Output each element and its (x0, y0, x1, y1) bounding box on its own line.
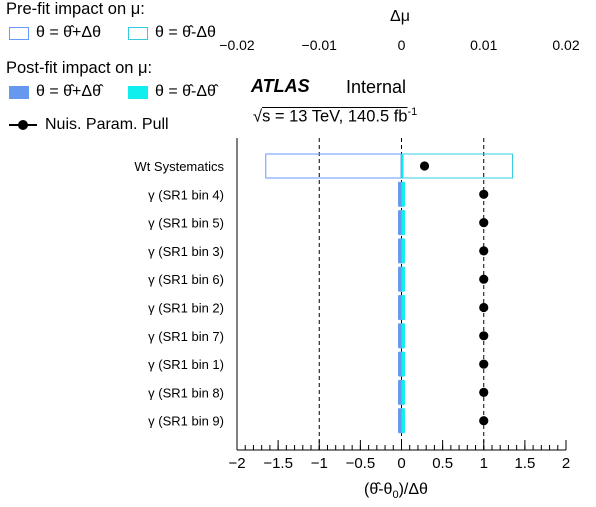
postfit-down-bar (401, 323, 405, 348)
parameter-label: Wt Systematics (134, 159, 224, 174)
postfit-down-entry: θ = θ̂-Δθ̂ (128, 83, 216, 101)
parameter-label: γ (SR1 bin 3) (148, 244, 224, 259)
bottom-axis-title-sub: 0 (392, 489, 399, 502)
lumi-exponent: -1 (407, 106, 418, 118)
postfit-up-bar (398, 210, 402, 235)
parameter-label: γ (SR1 bin 8) (148, 385, 224, 400)
parameter-label: γ (SR1 bin 6) (148, 272, 224, 287)
bottom-tick-label: −1.5 (263, 455, 293, 472)
pull-point (479, 302, 489, 313)
pull-point (479, 387, 489, 397)
postfit-up-bar (398, 267, 402, 292)
lumi-text: s = 13 TeV, 140.5 fb (262, 107, 408, 126)
prefit-up-swatch (9, 26, 29, 40)
top-tick-label: 0.01 (470, 37, 497, 53)
prefit-up-bar (265, 153, 402, 179)
prefit-down-entry: θ = θ̂-Δθ (128, 24, 216, 42)
postfit-down-swatch (128, 85, 148, 99)
postfit-up-bar (398, 295, 402, 320)
postfit-up-bar (398, 408, 402, 433)
bottom-axis-title: (θ̂-θ0)/Δθ (364, 481, 428, 501)
postfit-down-bar (401, 380, 405, 405)
top-axis-title: Δμ (390, 8, 410, 25)
prefit-up-label: θ = θ̂+Δθ (36, 24, 101, 41)
lumi-label: √s = 13 TeV, 140.5 fb-1 (253, 106, 417, 127)
pull-point (479, 359, 489, 369)
top-tick-label: 0.02 (552, 37, 579, 53)
pull-point (479, 274, 489, 284)
postfit-up-bar (398, 352, 402, 377)
top-tick-label: −0.01 (302, 37, 338, 53)
pull-label: Nuis. Param. Pull (45, 116, 169, 133)
bottom-axis-title-main: (θ̂-θ (364, 481, 393, 498)
bottom-tick-label: 0.5 (432, 455, 453, 472)
bottom-tick-label: 2 (562, 455, 570, 472)
pull-point (479, 416, 489, 426)
postfit-down-bar (401, 238, 405, 263)
top-tick-label: −0.02 (219, 37, 255, 53)
prefit-down-bar (401, 153, 514, 179)
bottom-tick-label: −1 (311, 455, 328, 472)
postfit-up-entry: θ = θ̂+Δθ̂ (9, 83, 101, 101)
pull-marker-icon (9, 118, 37, 132)
postfit-up-bar (398, 182, 402, 207)
pull-point (479, 246, 489, 256)
postfit-up-label: θ = θ̂+Δθ̂ (36, 83, 101, 100)
pull-entry: Nuis. Param. Pull (9, 116, 169, 134)
bottom-tick-label: 1 (480, 455, 488, 472)
top-tick-label: 0 (398, 37, 406, 53)
postfit-up-bar (398, 323, 402, 348)
parameter-label: γ (SR1 bin 7) (148, 329, 224, 344)
prefit-down-label: θ = θ̂-Δθ (155, 24, 216, 41)
prefit-up-entry: θ = θ̂+Δθ (9, 24, 101, 42)
postfit-down-label: θ = θ̂-Δθ̂ (155, 83, 216, 100)
bottom-tick-label: 0 (397, 455, 405, 472)
postfit-down-bar (401, 352, 405, 377)
bottom-axis-title-end: )/Δθ (398, 481, 428, 498)
prefit-down-swatch (128, 26, 148, 40)
bottom-tick-label: −0.5 (346, 455, 376, 472)
pull-point (479, 218, 489, 228)
postfit-down-bar (401, 408, 405, 433)
parameter-label: γ (SR1 bin 4) (148, 187, 224, 202)
bottom-tick-label: 1.5 (514, 455, 535, 472)
postfit-down-bar (401, 154, 404, 178)
bottom-tick-label: −2 (228, 455, 245, 472)
postfit-down-bar (401, 295, 405, 320)
postfit-up-swatch (9, 85, 29, 99)
parameter-label: γ (SR1 bin 2) (148, 301, 224, 316)
postfit-down-bar (401, 182, 405, 207)
postfit-down-bar (401, 267, 405, 292)
parameter-label: γ (SR1 bin 1) (148, 357, 224, 372)
postfit-up-bar (398, 380, 402, 405)
postfit-legend-title: Post-fit impact on μ: (6, 59, 153, 77)
atlas-label: ATLAS (251, 76, 310, 96)
pull-point (479, 189, 489, 199)
pull-point (479, 331, 489, 341)
prefit-legend-title: Pre-fit impact on μ: (6, 0, 145, 18)
postfit-up-bar (398, 238, 402, 263)
sqrt-symbol: √ (253, 107, 263, 126)
parameter-label: γ (SR1 bin 9) (148, 414, 224, 429)
internal-label: Internal (346, 77, 407, 97)
pull-point (419, 161, 430, 171)
parameter-label: γ (SR1 bin 5) (148, 216, 224, 231)
postfit-down-bar (401, 210, 405, 235)
